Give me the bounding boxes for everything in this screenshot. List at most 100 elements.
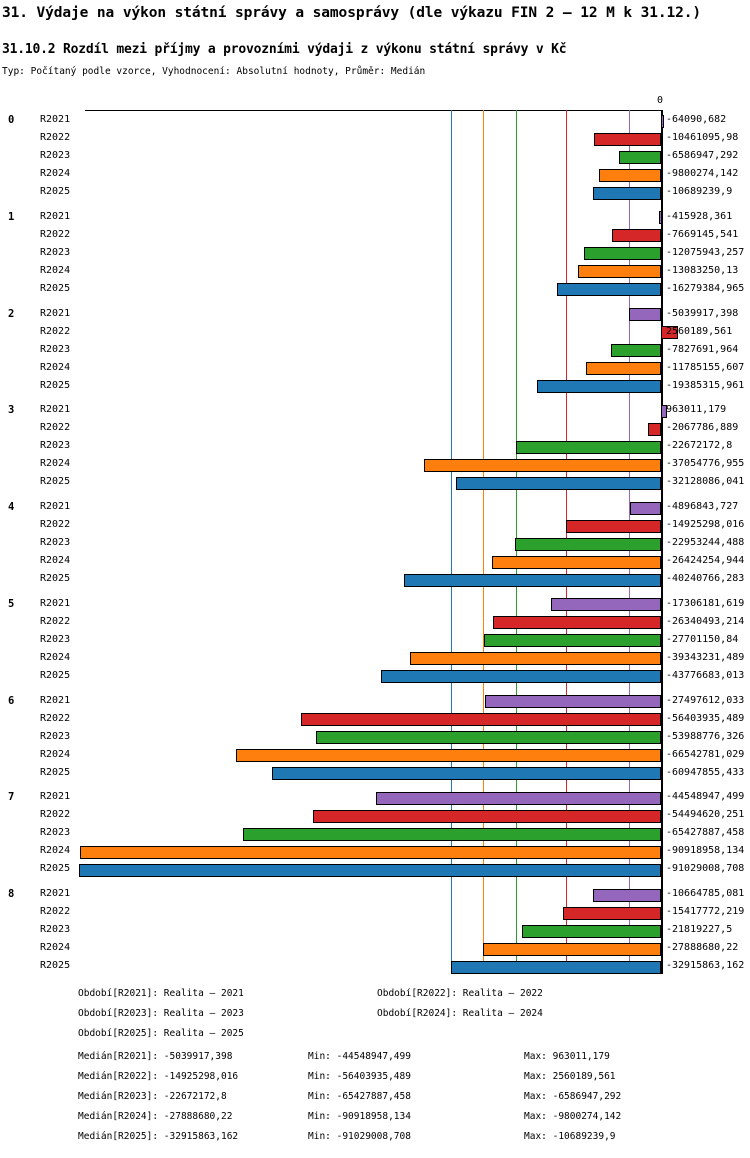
bar-value-label: -10664785,081 bbox=[666, 888, 745, 899]
bar[interactable] bbox=[235, 749, 662, 763]
row-label: R2024 bbox=[40, 168, 71, 180]
bar-value-label: -22672172,8 bbox=[666, 440, 733, 452]
group-label: 4 bbox=[8, 501, 15, 513]
row-label: R2025 bbox=[40, 766, 71, 778]
bar-chart: 0 0 R2021 -64090,682 R2022 -10461095,98 R2023… bbox=[0, 95, 750, 985]
bar-value-label: -53988776,326 bbox=[666, 730, 745, 742]
bar-value-label: -17306181,619 bbox=[666, 597, 745, 609]
bar[interactable] bbox=[482, 942, 662, 956]
bar-value-label: -10689239,9 bbox=[666, 186, 733, 198]
row-label: R2021 bbox=[40, 307, 71, 319]
bar[interactable] bbox=[565, 519, 662, 533]
bar[interactable] bbox=[557, 283, 662, 297]
bar[interactable] bbox=[376, 791, 662, 805]
bar[interactable] bbox=[562, 906, 662, 920]
bar-value-label: -65427887,458 bbox=[666, 827, 745, 839]
bar[interactable] bbox=[424, 458, 662, 472]
row-label: R2023 bbox=[40, 633, 71, 645]
bar-value-label: -13083250,13 bbox=[666, 264, 739, 276]
bar-value-label: 963011,179 bbox=[666, 404, 727, 416]
bar-value-label: -2067786,889 bbox=[666, 422, 739, 434]
bar[interactable] bbox=[658, 211, 662, 225]
bar[interactable] bbox=[611, 344, 662, 358]
chart-legend: Období[R2021]: Realita – 2021 Období[R202… bbox=[0, 988, 750, 1158]
bar[interactable] bbox=[516, 440, 662, 454]
bar-value-label: -27701150,84 bbox=[666, 633, 739, 645]
bar-value-label: -5039917,398 bbox=[666, 307, 739, 319]
bar[interactable] bbox=[629, 501, 662, 515]
bar[interactable] bbox=[594, 132, 662, 146]
bar[interactable] bbox=[484, 634, 662, 648]
bar[interactable] bbox=[550, 598, 662, 612]
bar[interactable] bbox=[80, 845, 662, 859]
legend-min-0: Min: -44548947,499 bbox=[308, 1051, 411, 1062]
bar-value-label: -4896843,727 bbox=[666, 501, 739, 512]
bar[interactable] bbox=[316, 731, 662, 745]
bar-value-label: -56403935,489 bbox=[666, 712, 745, 724]
bar[interactable] bbox=[521, 924, 662, 938]
bar[interactable] bbox=[592, 186, 662, 200]
bar-value-label: -415928,361 bbox=[666, 210, 733, 222]
bar-value-label: 2560189,561 bbox=[666, 325, 733, 337]
bar-value-label: -16279384,965 bbox=[666, 282, 745, 294]
row-label: R2022 bbox=[40, 906, 71, 918]
bar[interactable] bbox=[612, 229, 662, 243]
legend-min-2: Min: -65427887,458 bbox=[308, 1091, 411, 1102]
bar[interactable] bbox=[577, 265, 662, 279]
bar[interactable] bbox=[485, 695, 662, 708]
bar[interactable] bbox=[648, 422, 662, 436]
bar-value-label: -9800274,142 bbox=[666, 168, 739, 180]
bar[interactable] bbox=[271, 767, 662, 781]
bar[interactable] bbox=[409, 652, 662, 666]
row-label: R2023 bbox=[40, 246, 71, 258]
row-label: R2022 bbox=[40, 422, 71, 434]
bar[interactable] bbox=[593, 888, 662, 902]
bar[interactable] bbox=[661, 326, 678, 340]
row-label: R2021 bbox=[40, 114, 71, 125]
bar[interactable] bbox=[661, 404, 668, 418]
bar[interactable] bbox=[242, 827, 662, 841]
group-label: 1 bbox=[8, 210, 15, 223]
bar[interactable] bbox=[584, 247, 662, 261]
bar[interactable] bbox=[381, 670, 662, 684]
row-label: R2021 bbox=[40, 888, 71, 899]
bar[interactable] bbox=[492, 616, 662, 630]
bar[interactable] bbox=[537, 380, 662, 394]
bar-value-label: -26424254,944 bbox=[666, 555, 745, 567]
bar-value-label: -26340493,214 bbox=[666, 615, 745, 627]
bar[interactable] bbox=[492, 555, 662, 569]
zero-axis-label: 0 bbox=[657, 95, 664, 106]
bar[interactable] bbox=[514, 537, 662, 551]
row-label: R2023 bbox=[40, 827, 71, 839]
legend-period-r2024: Období[R2024]: Realita – 2024 bbox=[377, 1008, 543, 1019]
legend-median-2: Medián[R2023]: -22672172,8 bbox=[78, 1091, 227, 1102]
legend-median-4: Medián[R2025]: -32915863,162 bbox=[78, 1131, 239, 1142]
group-label: 8 bbox=[8, 888, 15, 900]
bar[interactable] bbox=[79, 863, 662, 877]
row-label: R2024 bbox=[40, 845, 71, 857]
row-label: R2021 bbox=[40, 501, 71, 512]
bar[interactable] bbox=[629, 308, 662, 321]
bar[interactable] bbox=[404, 573, 662, 587]
bar[interactable] bbox=[619, 150, 662, 164]
bar-value-label: -19385315,961 bbox=[666, 379, 745, 391]
median-line-r2025 bbox=[450, 110, 452, 974]
row-label: R2023 bbox=[40, 537, 71, 549]
median-line-r2024 bbox=[482, 110, 484, 974]
bar[interactable] bbox=[455, 476, 662, 490]
bar-value-label: -54494620,251 bbox=[666, 809, 745, 821]
bar[interactable] bbox=[300, 713, 662, 727]
bar[interactable] bbox=[585, 362, 662, 376]
bar-value-label: -90918958,134 bbox=[666, 845, 745, 857]
chart-title: 31.10.2 Rozdíl mezi příjmy a provozními … bbox=[2, 42, 567, 57]
legend-period-r2021: Období[R2021]: Realita – 2021 bbox=[78, 988, 244, 999]
bar[interactable] bbox=[312, 809, 662, 823]
group-label: 2 bbox=[8, 307, 15, 320]
legend-max-1: Max: 2560189,561 bbox=[524, 1071, 616, 1082]
bar[interactable] bbox=[598, 168, 662, 182]
bar-value-label: -7827691,964 bbox=[666, 343, 739, 355]
row-label: R2021 bbox=[40, 694, 71, 706]
row-label: R2023 bbox=[40, 150, 71, 162]
bar[interactable] bbox=[450, 960, 662, 974]
bar[interactable] bbox=[660, 114, 664, 128]
